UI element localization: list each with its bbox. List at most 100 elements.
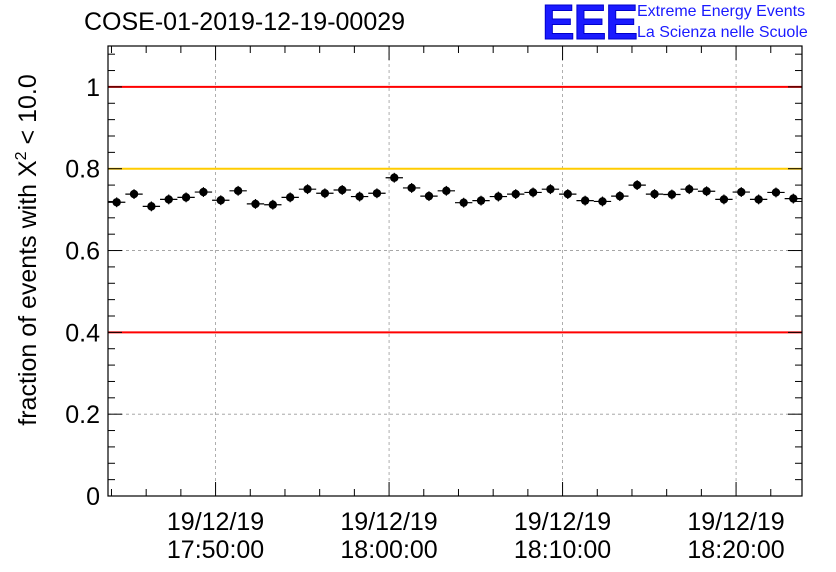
data-point: [316, 188, 334, 199]
data-marker: [789, 194, 798, 203]
data-point: [472, 195, 490, 206]
data-marker: [233, 186, 243, 196]
data-marker: [615, 191, 625, 201]
data-marker: [580, 196, 590, 205]
data-point: [350, 191, 369, 202]
data-marker: [355, 192, 364, 201]
data-marker: [147, 202, 156, 211]
data-marker: [285, 193, 295, 202]
data-point: [298, 184, 317, 195]
data-point: [489, 191, 508, 202]
plot-title: COSE-01-2019-12-19-00029: [84, 8, 406, 36]
data-point: [576, 195, 594, 206]
data-point: [177, 192, 195, 203]
data-marker: [320, 189, 330, 198]
data-marker: [563, 189, 572, 199]
data-point: [229, 185, 247, 196]
y-tick-label: 0: [86, 483, 100, 511]
data-point: [246, 199, 265, 209]
data-point: [507, 189, 525, 199]
y-tick-label: 0.8: [65, 156, 100, 184]
data-point: [437, 185, 455, 196]
y-tick-label: 0.2: [65, 401, 100, 429]
data-marker: [251, 199, 260, 209]
data-points: [108, 172, 802, 212]
y-axis-label: fraction of events with X2 < 10.0: [13, 74, 42, 425]
data-point: [455, 197, 473, 208]
data-point: [645, 189, 664, 199]
data-marker: [650, 189, 659, 199]
data-point: [697, 186, 716, 197]
data-point: [402, 183, 421, 193]
data-marker: [719, 195, 729, 204]
data-point: [663, 189, 681, 200]
data-marker: [667, 190, 677, 199]
data-marker: [181, 193, 191, 202]
data-point: [784, 193, 802, 204]
data-point: [368, 188, 386, 199]
data-marker: [372, 189, 382, 198]
y-tick-label: 0.6: [65, 238, 100, 266]
data-marker: [632, 180, 642, 190]
data-marker: [268, 200, 278, 209]
data-point: [212, 195, 230, 206]
data-marker: [112, 198, 121, 207]
data-point: [160, 194, 178, 205]
data-point: [715, 194, 733, 205]
data-point: [628, 180, 646, 190]
x-tick-label-date: 19/12/19: [167, 508, 264, 536]
data-marker: [424, 191, 434, 201]
data-marker: [442, 186, 451, 196]
data-point: [420, 191, 438, 202]
data-point: [611, 191, 629, 202]
data-marker: [407, 183, 416, 193]
data-point: [194, 187, 213, 197]
data-point: [767, 187, 785, 198]
data-point: [108, 197, 126, 208]
data-point: [333, 185, 351, 195]
x-tick-label-date: 19/12/19: [687, 508, 784, 536]
data-point: [541, 184, 560, 195]
axes: 00.20.40.60.8119/12/1917:50:0019/12/1918…: [65, 46, 802, 564]
data-point: [749, 194, 768, 205]
y-tick-label: 1: [86, 74, 100, 102]
reference-lines: [108, 85, 802, 334]
y-axis-label-suffix: < 10.0: [14, 74, 42, 151]
data-marker: [216, 196, 225, 205]
data-marker: [702, 187, 711, 196]
y-tick-label: 0.4: [65, 319, 100, 347]
data-point: [680, 184, 698, 195]
data-marker: [771, 188, 781, 197]
grid-layer: [108, 46, 802, 496]
x-tick-label-time: 18:10:00: [514, 536, 611, 564]
data-marker: [338, 185, 347, 195]
data-marker: [685, 184, 694, 194]
data-point: [125, 189, 143, 199]
data-marker: [476, 196, 486, 205]
data-marker: [598, 197, 607, 206]
x-tick-label-date: 19/12/19: [514, 508, 611, 536]
data-marker: [199, 187, 208, 197]
data-marker: [129, 189, 139, 199]
data-point: [593, 196, 612, 207]
data-point: [524, 187, 542, 198]
logo-line-2: La Scienza nelle Scuole: [637, 24, 808, 41]
data-point: [281, 192, 299, 203]
data-marker: [511, 189, 520, 199]
data-marker: [390, 173, 399, 182]
x-tick-label-time: 18:00:00: [340, 536, 437, 564]
data-marker: [546, 184, 555, 194]
y-axis-label-symbol: X: [14, 160, 42, 177]
eee-logo-mark: EEE: [541, 0, 638, 50]
data-marker: [737, 187, 746, 197]
data-marker: [303, 184, 312, 194]
data-marker: [164, 195, 173, 204]
data-marker: [494, 192, 503, 201]
plot-frame: [107, 45, 803, 497]
data-marker: [528, 188, 538, 197]
data-point: [264, 199, 282, 210]
y-axis-label-prefix: fraction of events with: [14, 177, 42, 426]
data-marker: [459, 198, 468, 207]
